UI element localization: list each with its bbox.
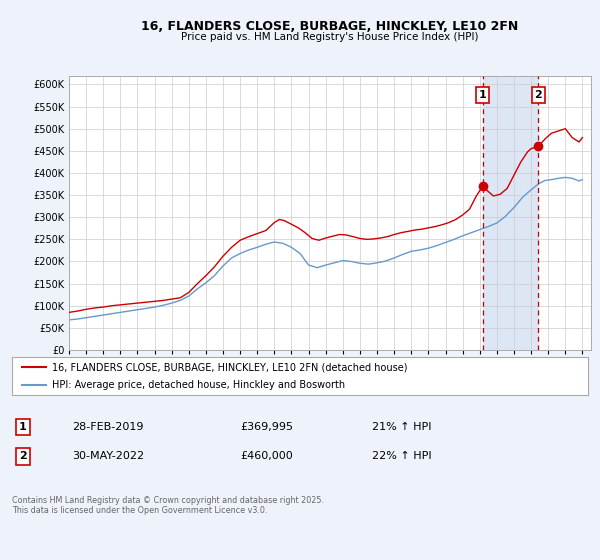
Text: 2: 2 <box>535 90 542 100</box>
Text: 16, FLANDERS CLOSE, BURBAGE, HINCKLEY, LE10 2FN (detached house): 16, FLANDERS CLOSE, BURBAGE, HINCKLEY, L… <box>52 362 408 372</box>
Text: £369,995: £369,995 <box>240 422 293 432</box>
Text: 16, FLANDERS CLOSE, BURBAGE, HINCKLEY, LE10 2FN: 16, FLANDERS CLOSE, BURBAGE, HINCKLEY, L… <box>142 20 518 32</box>
Text: 22% ↑ HPI: 22% ↑ HPI <box>372 451 431 461</box>
Text: Price paid vs. HM Land Registry's House Price Index (HPI): Price paid vs. HM Land Registry's House … <box>181 32 479 43</box>
Text: 1: 1 <box>19 422 26 432</box>
Text: £460,000: £460,000 <box>240 451 293 461</box>
Text: 30-MAY-2022: 30-MAY-2022 <box>72 451 144 461</box>
Text: HPI: Average price, detached house, Hinckley and Bosworth: HPI: Average price, detached house, Hinc… <box>52 380 346 390</box>
Text: 2: 2 <box>19 451 26 461</box>
Text: 21% ↑ HPI: 21% ↑ HPI <box>372 422 431 432</box>
Text: 1: 1 <box>479 90 487 100</box>
Bar <box>482 76 538 350</box>
Text: 28-FEB-2019: 28-FEB-2019 <box>72 422 143 432</box>
Text: Contains HM Land Registry data © Crown copyright and database right 2025.
This d: Contains HM Land Registry data © Crown c… <box>12 496 324 515</box>
